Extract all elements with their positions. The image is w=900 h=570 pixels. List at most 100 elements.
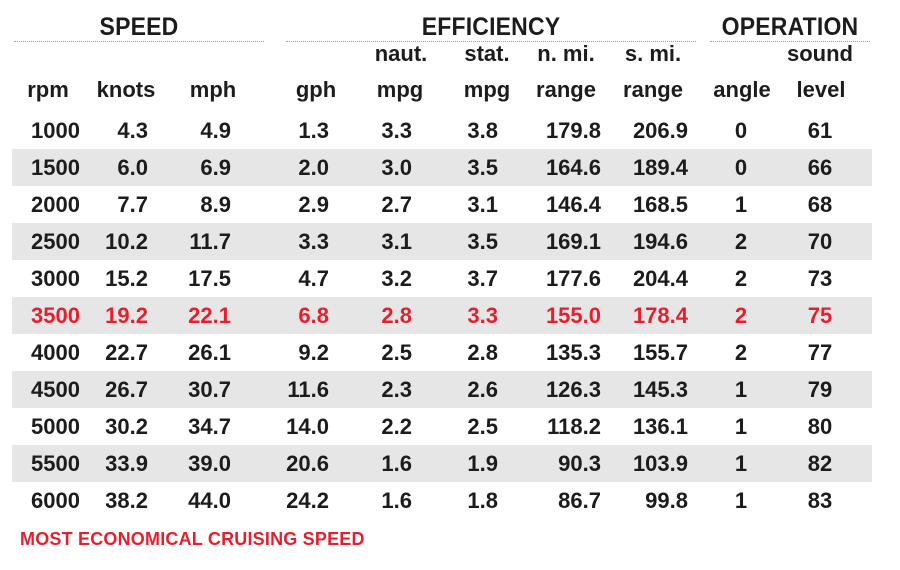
cell-stat-mpg: 3.1: [467, 192, 498, 217]
cell-naut-mpg: 3.1: [381, 229, 412, 254]
cell-smi-range: 136.1: [632, 414, 688, 439]
cell-sound-level: 66: [807, 155, 833, 180]
cell-stat-mpg: 3.5: [467, 155, 498, 180]
cell-smi-range: 194.6: [632, 229, 688, 254]
header-smi-range: range: [623, 77, 683, 102]
row-band: [12, 260, 872, 297]
cell-rpm: 2500: [31, 229, 80, 254]
group-title-operation: OPERATION: [721, 13, 859, 41]
cell-sound-level: 61: [807, 118, 833, 143]
cell-gph: 2.9: [298, 192, 329, 217]
cell-stat-mpg: 2.5: [467, 414, 498, 439]
group-rule-efficiency: [286, 41, 696, 42]
row-band: [12, 408, 872, 445]
row-band: [12, 112, 872, 149]
table-row: 5500 33.9 39.0 20.6 1.6 1.9 90.3 103.9 1 82: [0, 445, 900, 482]
cell-naut-mpg: 2.5: [381, 340, 412, 365]
cell-rpm: 6000: [31, 488, 80, 513]
row-band: [12, 149, 872, 186]
cell-gph: 11.6: [287, 377, 329, 402]
cell-knots: 6.0: [117, 155, 148, 180]
cell-gph: 24.2: [286, 488, 329, 513]
cell-nmi-range: 155.0: [545, 303, 601, 328]
group-title-speed: SPEED: [99, 13, 179, 41]
header-nmi-range: range: [536, 77, 596, 102]
cell-mph: 8.9: [200, 192, 231, 217]
table-row: 1000 4.3 4.9 1.3 3.3 3.8 179.8 206.9 0 61: [0, 112, 900, 149]
cell-sound-level: 73: [807, 266, 833, 291]
group-rule-operation: [710, 41, 870, 42]
row-band: [12, 371, 872, 408]
row-band: [12, 445, 872, 482]
cell-nmi-range: 177.6: [545, 266, 601, 291]
header-knots: knots: [96, 77, 156, 102]
cell-nmi-range: 90.3: [558, 451, 601, 476]
cell-mph: 30.7: [188, 377, 231, 402]
cell-sound-level: 70: [807, 229, 833, 254]
cell-sound-level: 83: [807, 488, 833, 513]
cell-gph: 9.2: [298, 340, 329, 365]
cell-angle: 2: [734, 266, 748, 291]
cell-smi-range: 99.8: [645, 488, 688, 513]
table-row-highlighted: 3500 19.2 22.1 6.8 2.8 3.3 155.0 178.4 2 75: [0, 297, 900, 334]
cell-knots: 10.2: [105, 229, 148, 254]
cell-rpm: 4000: [31, 340, 80, 365]
cell-smi-range: 168.5: [632, 192, 688, 217]
table-row: 2000 7.7 8.9 2.9 2.7 3.1 146.4 168.5 1 68: [0, 186, 900, 223]
header-stat-mpg: mpg: [463, 77, 511, 102]
cell-mph: 44.0: [188, 488, 231, 513]
cell-naut-mpg: 1.6: [381, 451, 412, 476]
cell-stat-mpg: 3.5: [467, 229, 498, 254]
cell-knots: 19.2: [105, 303, 148, 328]
cell-stat-mpg: 1.8: [467, 488, 498, 513]
cell-smi-range: 178.4: [632, 303, 688, 328]
cell-rpm: 3500: [31, 303, 80, 328]
group-title-efficiency: EFFICIENCY: [421, 13, 561, 41]
cell-knots: 7.7: [117, 192, 148, 217]
cell-knots: 4.3: [117, 118, 148, 143]
cell-mph: 6.9: [200, 155, 231, 180]
cell-nmi-range: 146.4: [545, 192, 601, 217]
table-row: 1500 6.0 6.9 2.0 3.0 3.5 164.6 189.4 0 66: [0, 149, 900, 186]
cell-sound-level: 77: [807, 340, 833, 365]
cell-angle: 2: [734, 229, 748, 254]
cell-sound-level: 68: [807, 192, 833, 217]
header-naut-mpg: mpg: [376, 77, 424, 102]
cell-knots: 33.9: [105, 451, 148, 476]
cell-mph: 22.1: [188, 303, 231, 328]
cell-naut-mpg: 2.3: [381, 377, 412, 402]
cell-sound-level: 80: [807, 414, 833, 439]
cell-nmi-range: 126.3: [545, 377, 601, 402]
cell-knots: 26.7: [105, 377, 148, 402]
cell-nmi-range: 86.7: [558, 488, 601, 513]
table-row: 2500 10.2 11.7 3.3 3.1 3.5 169.1 194.6 2 70: [0, 223, 900, 260]
cell-angle: 0: [734, 155, 748, 180]
cell-nmi-range: 179.8: [545, 118, 601, 143]
cell-angle: 1: [734, 192, 748, 217]
cell-rpm: 1500: [31, 155, 80, 180]
table-row: 3000 15.2 17.5 4.7 3.2 3.7 177.6 204.4 2 73: [0, 260, 900, 297]
table-row: 5000 30.2 34.7 14.0 2.2 2.5 118.2 136.1 1 80: [0, 408, 900, 445]
cell-knots: 15.2: [105, 266, 148, 291]
group-rule-speed: [14, 41, 264, 42]
header-top-nmi: n. mi.: [537, 41, 595, 66]
cell-angle: 1: [734, 414, 748, 439]
cell-knots: 38.2: [105, 488, 148, 513]
cell-naut-mpg: 1.6: [381, 488, 412, 513]
cell-angle: 1: [734, 377, 748, 402]
cell-angle: 1: [734, 488, 748, 513]
table-row: 4500 26.7 30.7 11.6 2.3 2.6 126.3 145.3 1 79: [0, 371, 900, 408]
cell-mph: 4.9: [200, 118, 231, 143]
header-sound-level: level: [796, 77, 846, 102]
cell-stat-mpg: 2.8: [467, 340, 498, 365]
header-top-sound: sound: [787, 41, 853, 66]
cell-rpm: 2000: [31, 192, 80, 217]
cell-sound-level: 75: [807, 303, 833, 328]
cell-nmi-range: 169.1: [545, 229, 601, 254]
cell-angle: 2: [734, 340, 748, 365]
header-rpm: rpm: [27, 77, 69, 102]
footnote: MOST ECONOMICAL CRUISING SPEED: [20, 529, 365, 549]
row-band: [12, 186, 872, 223]
cell-gph: 20.6: [286, 451, 329, 476]
header-top-smi: s. mi.: [624, 41, 682, 66]
